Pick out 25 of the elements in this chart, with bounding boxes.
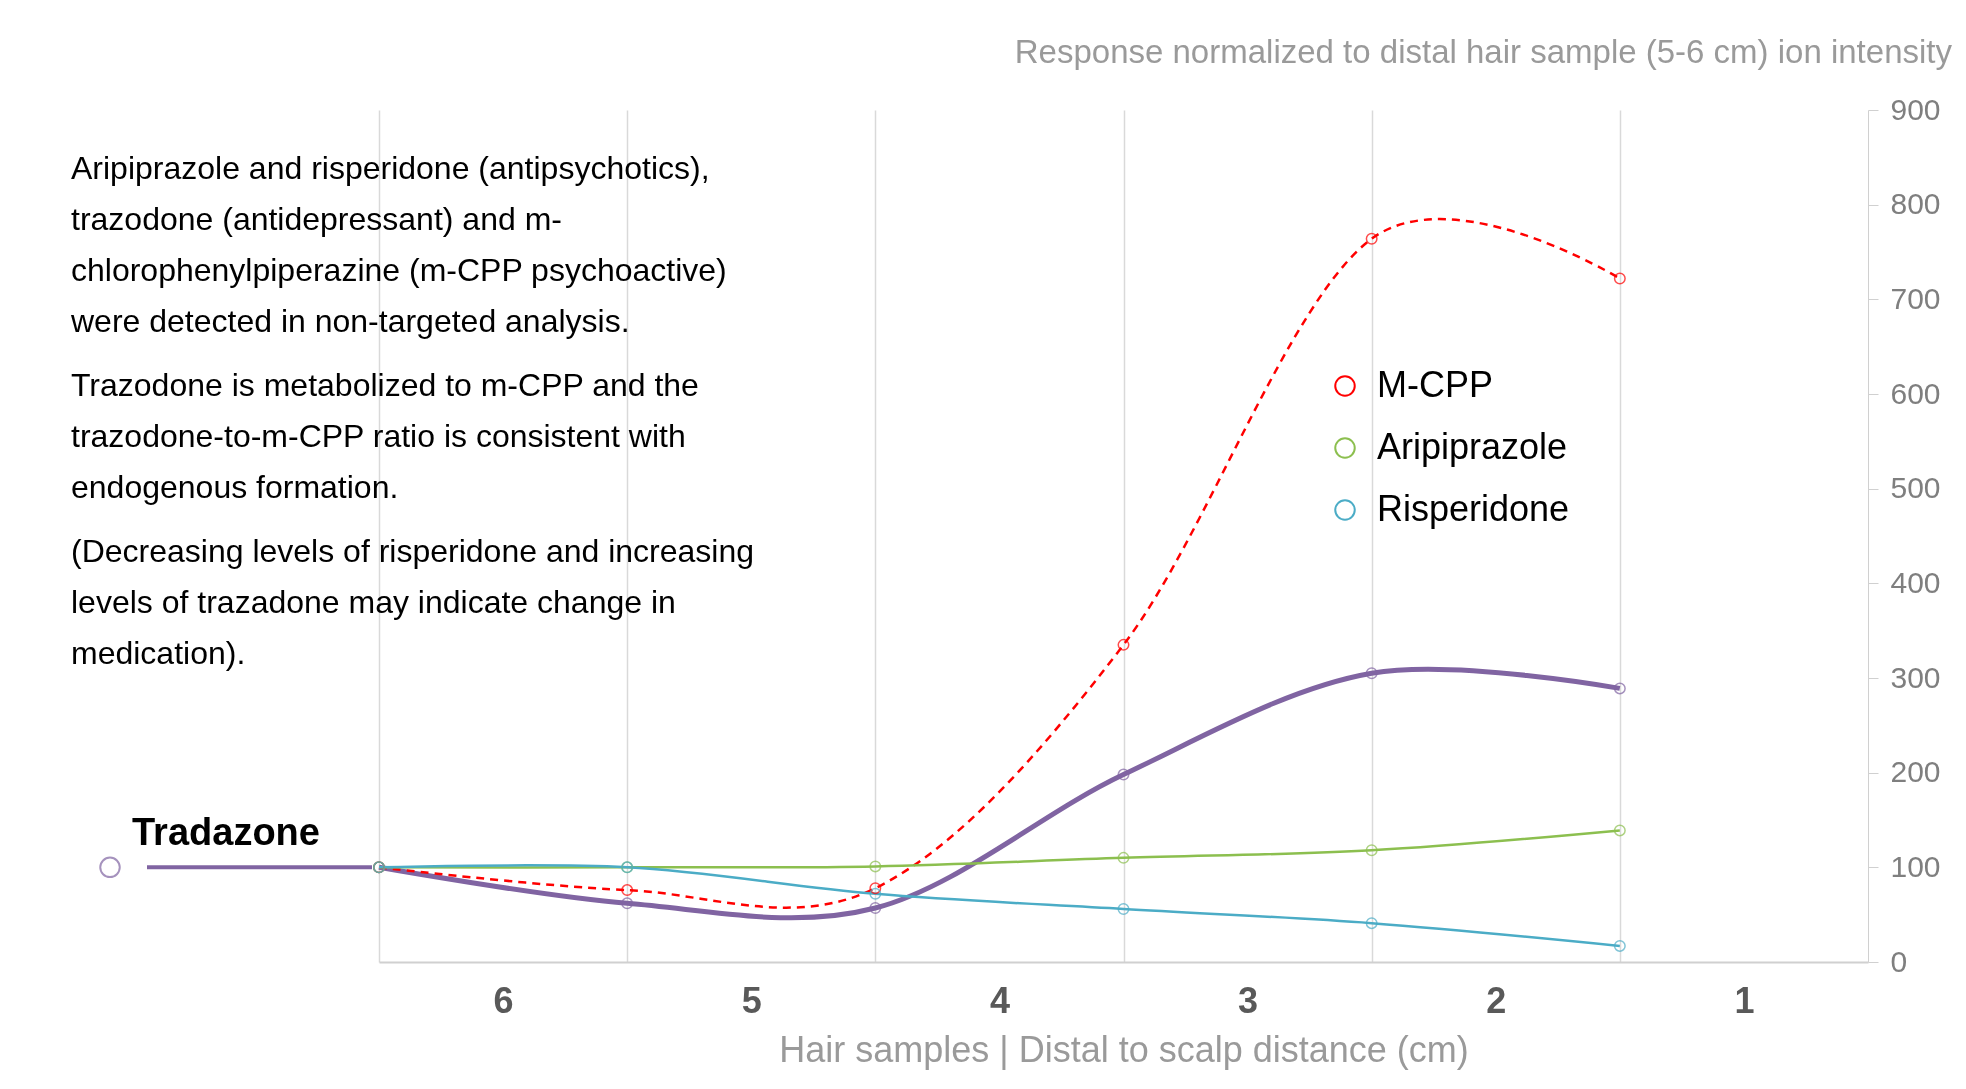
y-tick-label: 400 bbox=[1890, 565, 1941, 599]
y-tick-label: 700 bbox=[1890, 281, 1941, 315]
x-tick-label: 2 bbox=[1486, 979, 1507, 1021]
y-tick-label: 500 bbox=[1890, 471, 1941, 505]
x-tick-label: 3 bbox=[1238, 979, 1259, 1021]
x-axis-title: Hair samples | Distal to scalp distance (cm) bbox=[779, 1028, 1469, 1070]
y-axis-title: Response normalized to distal hair sample (5-6 cm) ion intensity bbox=[1014, 33, 1953, 70]
legend-label: Risperidone bbox=[1377, 488, 1570, 529]
x-tick-label: 6 bbox=[493, 979, 514, 1021]
y-tick-label: 300 bbox=[1890, 660, 1941, 694]
annotation: Trazodone is metabolized to m-CPP and the trazodone-to-m-CPP ratio is consistent with endogenous formation. bbox=[71, 367, 699, 505]
y-tick-label: 0 bbox=[1890, 944, 1908, 978]
x-tick-label: 4 bbox=[989, 979, 1010, 1021]
legend-label: Aripiprazole bbox=[1377, 426, 1568, 467]
y-tick-label: 200 bbox=[1890, 755, 1941, 789]
x-tick-label: 1 bbox=[1734, 979, 1755, 1021]
y-tick-label: 800 bbox=[1890, 187, 1941, 221]
series-label: Tradazone bbox=[132, 811, 320, 854]
annotation: Aripiprazole and risperidone (antipsychotics), trazodone (antidepressant) and m- chlorophenylpiperazine (m-CPP psychoactive) were detected in non-targeted analysis. bbox=[70, 150, 727, 339]
y-tick-label: 900 bbox=[1890, 92, 1941, 126]
y-tick-label: 100 bbox=[1890, 849, 1941, 883]
legend-label: M-CPP bbox=[1377, 364, 1493, 405]
x-tick-label: 5 bbox=[741, 979, 762, 1021]
y-tick-label: 600 bbox=[1890, 376, 1941, 410]
annotation: (Decreasing levels of risperidone and increasing levels of trazadone may indicate change in medication). bbox=[71, 533, 755, 671]
